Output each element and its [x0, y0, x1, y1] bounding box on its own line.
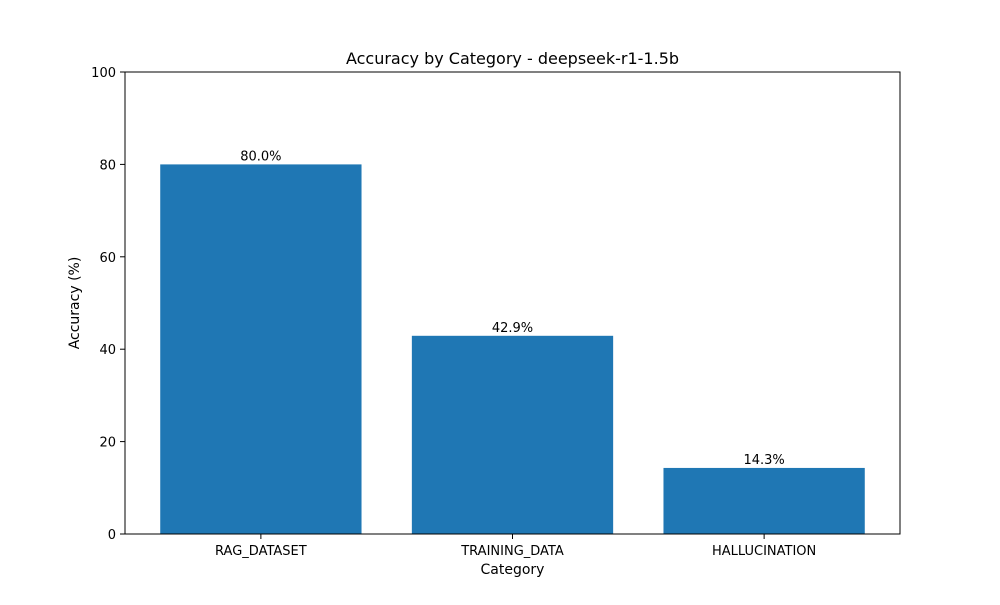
x-tick-label: RAG_DATASET: [215, 544, 307, 559]
y-tick-label: 60: [99, 251, 116, 266]
bar-hallucination: [663, 467, 865, 534]
y-tick-label: 100: [91, 66, 116, 81]
bar-training-data: [411, 335, 614, 534]
bar-rag-dataset: [160, 164, 362, 534]
data-label: 42.9%: [492, 321, 533, 336]
y-tick-label: 40: [99, 343, 116, 358]
data-label: 80.0%: [240, 149, 281, 164]
y-tick-label: 80: [99, 158, 116, 173]
x-axis-label: Category: [481, 562, 545, 578]
axes-layer: 0 20 40 60 80 100 RAG_DATASET TRAINING_DATA HALL…: [91, 66, 901, 559]
x-tick-label: HALLUCINATION: [712, 544, 816, 559]
bars-layer: 80.0% 42.9% 14.3%: [160, 149, 865, 534]
y-tick-label: 0: [108, 528, 116, 543]
y-axis-label: Accuracy (%): [67, 257, 83, 350]
chart-title: Accuracy by Category - deepseek-r1-1.5b: [346, 49, 679, 68]
data-label: 14.3%: [743, 453, 784, 468]
y-tick-label: 20: [99, 436, 116, 451]
x-tick-label: TRAINING_DATA: [460, 544, 564, 559]
